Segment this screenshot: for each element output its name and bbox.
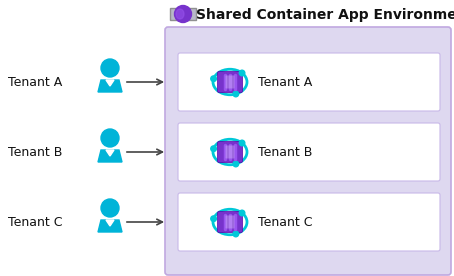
Text: Tenant B: Tenant B [258,145,312,158]
Circle shape [174,6,192,23]
FancyBboxPatch shape [217,211,242,232]
FancyBboxPatch shape [217,142,242,163]
Polygon shape [106,80,114,86]
Bar [184,8,196,20]
Polygon shape [106,220,114,226]
Circle shape [101,129,119,147]
Circle shape [239,140,245,146]
Circle shape [239,70,245,76]
Circle shape [233,91,239,97]
Circle shape [211,76,217,81]
Polygon shape [106,150,114,156]
FancyBboxPatch shape [226,216,235,229]
Text: Tenant A: Tenant A [258,76,312,89]
Ellipse shape [176,9,184,19]
Text: Tenant A: Tenant A [8,76,62,89]
Bar [170,8,182,20]
FancyBboxPatch shape [178,123,440,181]
Text: Tenant C: Tenant C [258,216,312,229]
Circle shape [101,199,119,217]
Text: Tenant C: Tenant C [8,216,63,229]
Polygon shape [98,220,122,232]
Circle shape [239,210,245,216]
Text: Tenant B: Tenant B [8,145,62,158]
Circle shape [211,216,217,222]
FancyBboxPatch shape [226,76,235,89]
FancyBboxPatch shape [226,145,235,158]
FancyBboxPatch shape [178,53,440,111]
Polygon shape [98,80,122,92]
Circle shape [233,161,239,167]
Circle shape [101,59,119,77]
Circle shape [211,146,217,152]
FancyBboxPatch shape [165,27,451,275]
Text: Shared Container App Environment: Shared Container App Environment [196,9,454,23]
FancyBboxPatch shape [217,71,242,92]
Polygon shape [98,150,122,162]
FancyBboxPatch shape [178,193,440,251]
Circle shape [233,231,239,237]
